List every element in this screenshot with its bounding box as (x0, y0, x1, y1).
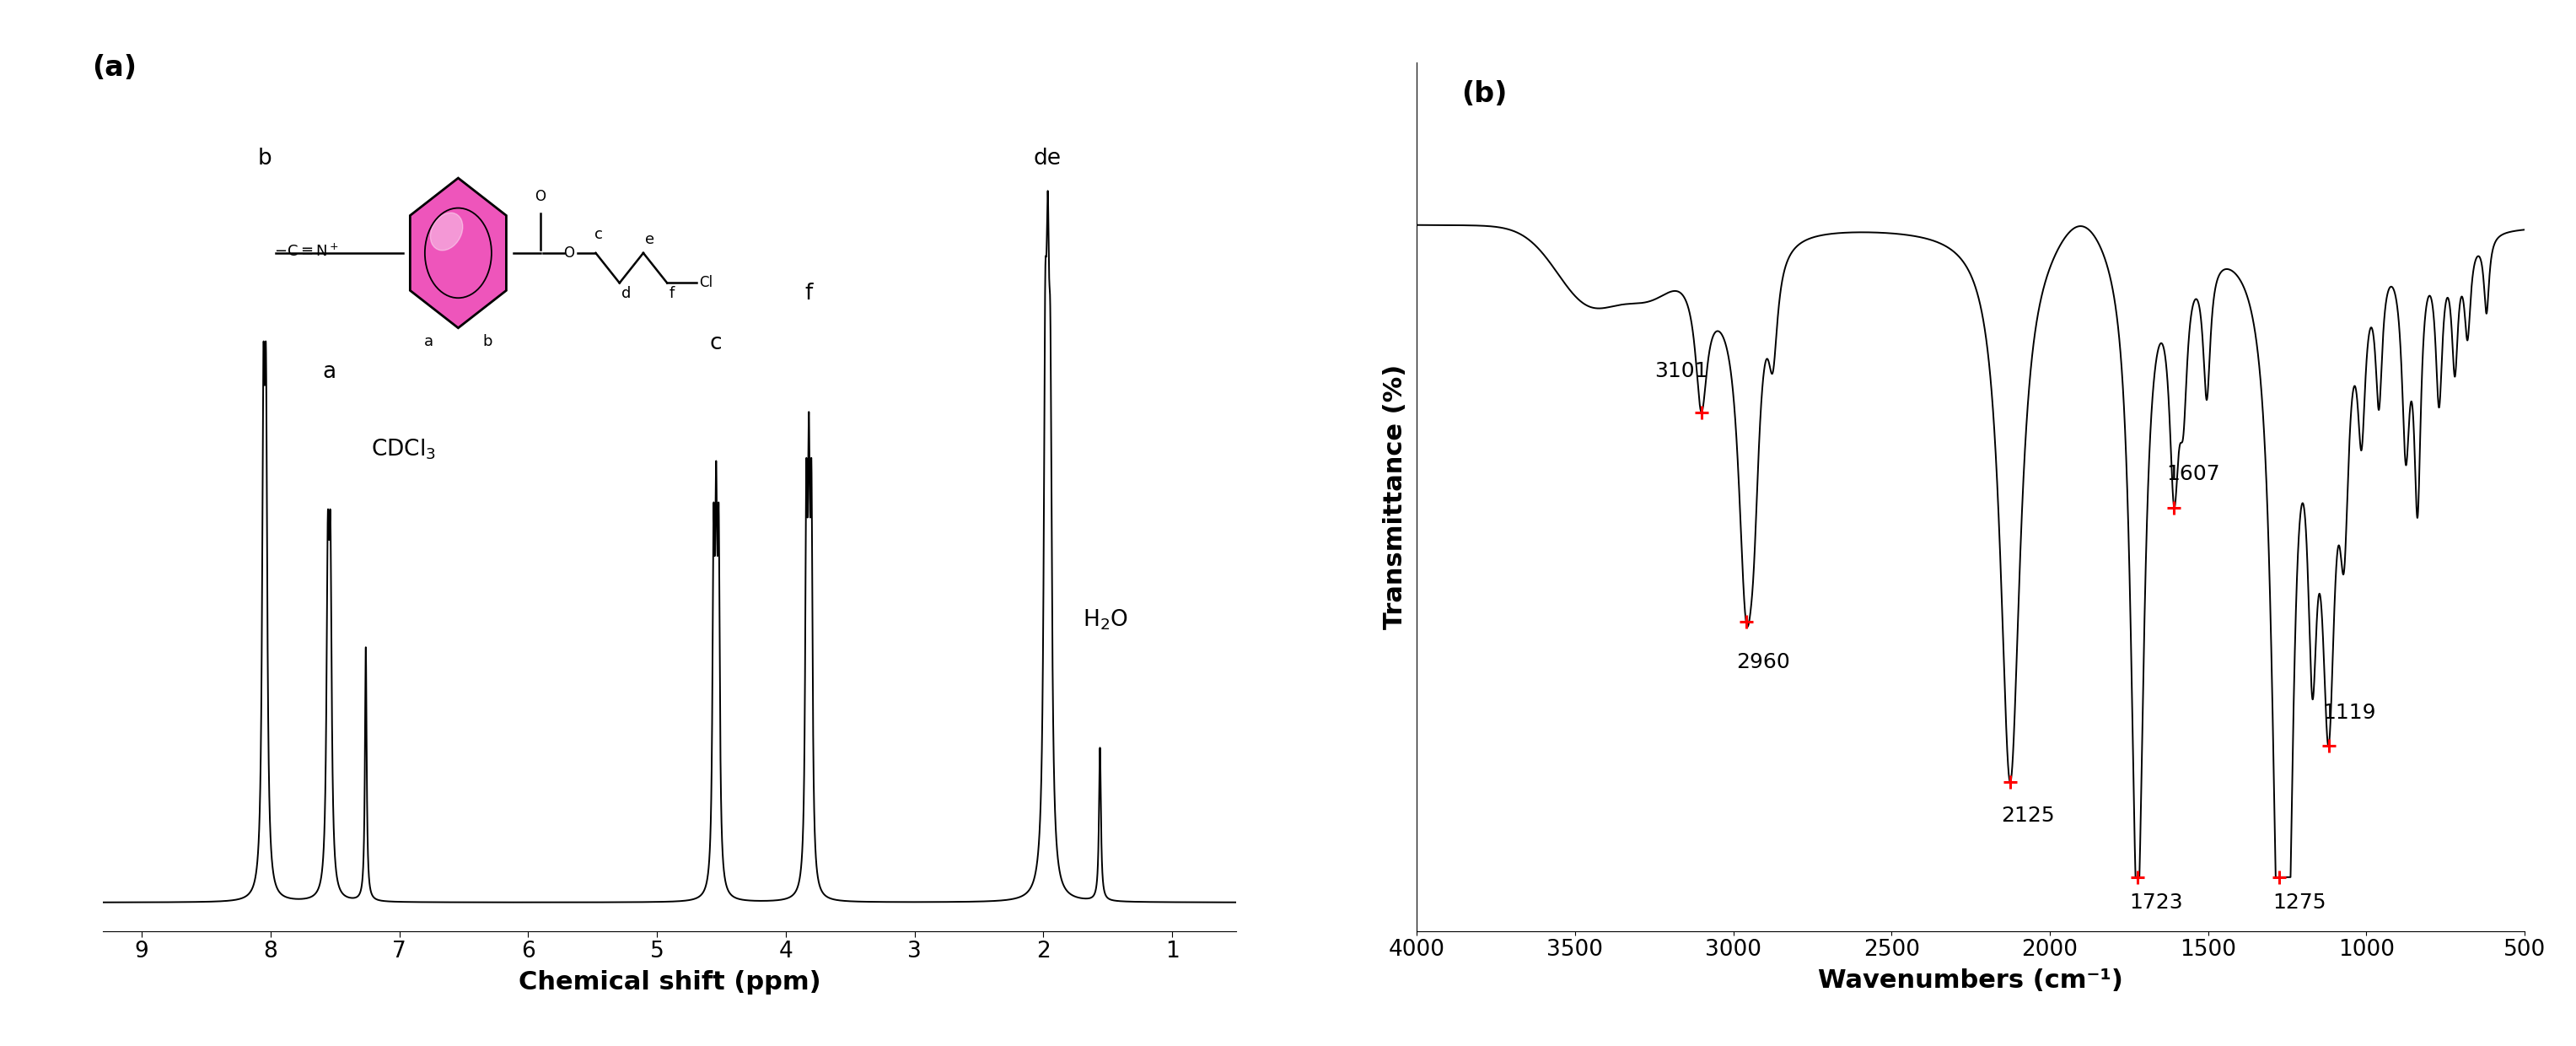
Text: d: d (621, 286, 631, 301)
Text: b: b (258, 147, 270, 169)
Text: 2125: 2125 (2002, 805, 2053, 825)
Text: H$_2$O: H$_2$O (1082, 608, 1128, 632)
Text: O: O (564, 246, 574, 260)
Text: $-$C$\equiv$N$^+$: $-$C$\equiv$N$^+$ (273, 244, 340, 259)
Ellipse shape (430, 212, 464, 250)
Text: de: de (1033, 147, 1061, 169)
Text: f: f (804, 282, 814, 304)
Text: c: c (711, 333, 721, 355)
Text: 2960: 2960 (1736, 652, 1790, 673)
Text: c: c (595, 227, 603, 243)
Text: 1275: 1275 (2272, 892, 2326, 913)
Text: 3101: 3101 (1654, 361, 1708, 382)
Text: 1119: 1119 (2321, 703, 2375, 723)
Text: (b): (b) (1461, 81, 1507, 108)
Text: a: a (425, 334, 433, 348)
Text: 1607: 1607 (2166, 464, 2221, 484)
Text: (a): (a) (93, 54, 137, 82)
Text: CDCl$_3$: CDCl$_3$ (371, 437, 435, 461)
X-axis label: Wavenumbers (cm⁻¹): Wavenumbers (cm⁻¹) (1819, 969, 2123, 993)
Text: f: f (670, 286, 675, 301)
Polygon shape (410, 178, 507, 328)
Text: a: a (322, 361, 335, 383)
X-axis label: Chemical shift (ppm): Chemical shift (ppm) (518, 970, 822, 995)
Text: Cl: Cl (698, 275, 714, 291)
Text: b: b (482, 334, 492, 348)
Y-axis label: Transmittance (%): Transmittance (%) (1383, 364, 1406, 630)
Text: e: e (647, 232, 654, 247)
Text: 1723: 1723 (2130, 892, 2184, 913)
Text: O: O (536, 189, 546, 204)
